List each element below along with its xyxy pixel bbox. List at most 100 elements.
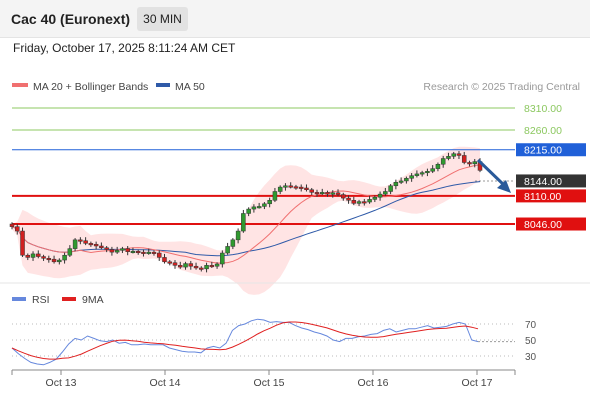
- candle-body: [367, 199, 372, 203]
- candle-body: [36, 253, 41, 257]
- candle-body: [135, 251, 141, 254]
- candle-body: [409, 175, 414, 179]
- candle-body: [298, 186, 304, 189]
- candle-body: [130, 251, 136, 254]
- candle-body: [178, 265, 183, 268]
- level-tag-bg: [516, 189, 586, 203]
- rsi-pane: 70 50 30: [11, 318, 537, 366]
- candle-body: [199, 267, 204, 270]
- candle-body: [214, 263, 220, 267]
- candle-body: [193, 265, 199, 269]
- candle-body: [72, 239, 78, 249]
- candle-body: [304, 187, 309, 190]
- candle-body: [15, 226, 20, 232]
- candle-body: [404, 178, 409, 182]
- bollinger-band-area: [12, 146, 480, 295]
- candle-body: [335, 192, 341, 195]
- candle-body: [414, 173, 420, 176]
- candle-body: [156, 252, 162, 258]
- candle-body: [388, 185, 393, 192]
- candle-body: [167, 261, 173, 264]
- candle-body: [46, 258, 52, 261]
- candle-body: [467, 162, 472, 165]
- candle-body: [456, 153, 462, 156]
- rsi-tick-label: 50: [525, 336, 537, 347]
- candle-body: [430, 168, 435, 172]
- candle-body: [30, 253, 36, 258]
- x-axis: Oct 13 Oct 14 Oct 15 Oct 16 Oct 17: [11, 369, 516, 389]
- candle-body: [362, 201, 367, 204]
- x-tick-label: Oct 14: [150, 377, 181, 389]
- candle-body: [230, 239, 236, 247]
- rsi-tick-label: 30: [525, 352, 537, 363]
- candle-body: [440, 158, 446, 165]
- candle-body: [120, 248, 125, 251]
- candle-body: [446, 156, 451, 159]
- candle-body: [393, 182, 399, 187]
- candle-body: [435, 163, 441, 169]
- x-tick-label: Oct 15: [254, 377, 285, 389]
- copyright-text: Research © 2025 Trading Central: [423, 81, 580, 93]
- candle-body: [225, 246, 230, 254]
- x-tick-label: Oct 17: [462, 377, 493, 389]
- candle-body: [93, 243, 99, 247]
- candle-body: [41, 256, 46, 259]
- candle-body: [309, 189, 314, 193]
- candle-body: [146, 251, 151, 254]
- candle-body: [20, 230, 25, 256]
- rsi-line: [11, 318, 479, 366]
- candle-body: [461, 155, 467, 163]
- candle-body: [162, 257, 167, 263]
- x-tick-label: Oct 16: [358, 377, 389, 389]
- rsi-tick-label: 70: [525, 320, 537, 331]
- timeframe-button[interactable]: 30 MIN: [137, 7, 188, 31]
- candle-body: [109, 249, 115, 253]
- candle-body: [88, 243, 94, 246]
- candle-body: [377, 193, 383, 198]
- bollinger-bands: [12, 146, 480, 295]
- candle-body: [67, 248, 73, 256]
- candle-body: [346, 197, 351, 201]
- candle-body: [25, 254, 31, 258]
- rsi-ma-legend-swatch: [62, 297, 76, 301]
- x-tick-label: Oct 13: [46, 377, 77, 389]
- candle-body: [235, 230, 241, 241]
- level-tag-label: 8215.00: [524, 145, 562, 157]
- level-tag-bg: [516, 217, 586, 231]
- candle-body: [246, 208, 251, 214]
- rsi-legend-swatch: [12, 297, 26, 301]
- candle-body: [256, 206, 262, 209]
- forecast-arrow-icon: [476, 158, 511, 193]
- candle-body: [319, 192, 325, 195]
- candle-body: [57, 259, 62, 263]
- instrument-title: Cac 40 (Euronext): [11, 11, 131, 27]
- candle-body: [9, 223, 15, 227]
- candle-body: [114, 250, 120, 253]
- ma20-line: [11, 164, 481, 264]
- candle-body: [241, 213, 246, 232]
- candle-body: [251, 206, 257, 210]
- candle-body: [272, 191, 278, 201]
- candle-body: [62, 254, 67, 261]
- level-tag-label: 8046.00: [524, 219, 562, 231]
- candle-body: [204, 265, 209, 270]
- candle-body: [172, 262, 178, 266]
- candle-body: [330, 192, 336, 195]
- candle-body: [314, 192, 320, 195]
- price-level-tags: 8310.00 8260.00 8215.00 8144.00 8110.00 8046.…: [516, 103, 586, 231]
- level-tag-label: 8310.00: [524, 103, 562, 115]
- candlesticks: [9, 151, 483, 273]
- ma50-legend-swatch: [156, 83, 170, 87]
- candle-body: [99, 245, 104, 249]
- candle-body: [351, 200, 357, 204]
- candle-body: [104, 247, 109, 250]
- candle-body: [325, 192, 330, 195]
- candle-body: [451, 153, 456, 157]
- candle-body: [262, 203, 267, 207]
- chart-datetime: Friday, October 17, 2025 8:11:24 AM CET: [13, 41, 236, 55]
- candle-body: [288, 185, 293, 188]
- candle-body: [141, 251, 146, 254]
- candle-body: [83, 240, 88, 244]
- candle-body: [356, 201, 362, 204]
